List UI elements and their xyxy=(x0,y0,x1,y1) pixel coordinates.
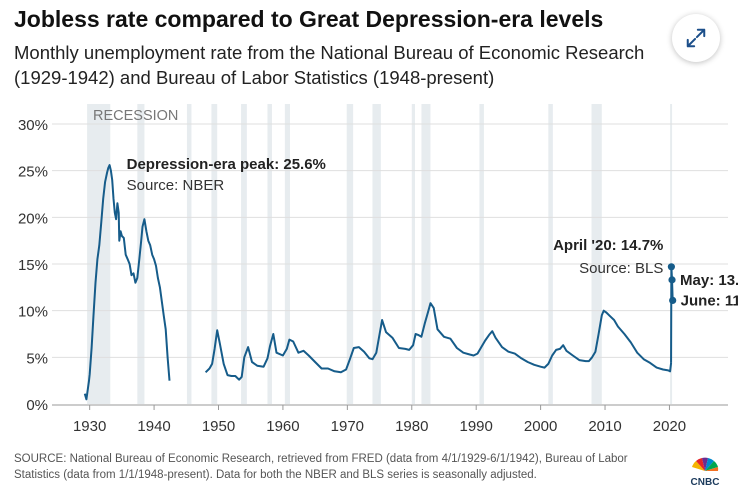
x-tick-label: 2010 xyxy=(588,418,621,435)
recession-band-7 xyxy=(346,104,354,404)
annotation-april: April '20: 14.7% xyxy=(553,237,663,254)
series-line-bls xyxy=(204,302,673,381)
x-tick-label: 1950 xyxy=(202,418,235,435)
recession-band-5 xyxy=(267,104,272,404)
annotation-depression-peak: Depression-era peak: 25.6% xyxy=(127,156,326,173)
highlight-point-2 xyxy=(669,296,677,304)
y-tick-label: 30% xyxy=(18,117,48,134)
highlight-point-1 xyxy=(668,276,676,284)
series-line-2020-spike xyxy=(670,266,674,363)
recession-label: RECESSION xyxy=(93,108,178,124)
y-tick-label: 25% xyxy=(18,164,48,181)
grid-lines xyxy=(52,123,728,406)
x-tick-label: 1930 xyxy=(73,418,106,435)
y-tick-label: 20% xyxy=(18,210,48,227)
source-note: SOURCE: National Bureau of Economic Rese… xyxy=(14,453,628,481)
unemployment-chart: 0% 5% 10% 15% 20% 25% 30% 1930 1940 1950 1960 1970… xyxy=(18,104,738,435)
x-tick-label: 1990 xyxy=(460,418,493,435)
annotations: April '20: 14.7% Source: BLS May: 13.3% Jun… xyxy=(127,156,738,309)
expand-button[interactable] xyxy=(672,14,720,62)
recession-band-1 xyxy=(137,104,145,404)
y-axis: 0% 5% 10% 15% 20% 25% 30% xyxy=(18,117,48,414)
x-tick-label: 1980 xyxy=(395,418,428,435)
expand-arrows-icon xyxy=(686,28,706,48)
x-tick-label: 1970 xyxy=(331,418,364,435)
y-tick-label: 5% xyxy=(26,350,48,367)
annotation-may: May: 13.3% xyxy=(680,272,738,289)
x-axis: 1930 1940 1950 1960 1970 1980 1990 2000 2010 2020 xyxy=(73,405,686,435)
recession-band-9 xyxy=(411,104,415,404)
series-line-nber xyxy=(83,164,171,401)
y-tick-label: 15% xyxy=(18,257,48,274)
recession-band-12 xyxy=(548,104,553,404)
recession-band-8 xyxy=(372,104,381,404)
x-tick-label: 2020 xyxy=(653,418,686,435)
annotation-depression-source: Source: NBER xyxy=(127,177,225,194)
recession-band-10 xyxy=(421,104,431,404)
series-lines xyxy=(83,164,673,401)
recession-band-6 xyxy=(284,104,291,404)
recession-band-13 xyxy=(591,104,602,404)
x-tick-label: 2000 xyxy=(524,418,557,435)
y-tick-label: 0% xyxy=(26,397,48,414)
highlight-point-0 xyxy=(667,263,675,271)
highlight-points xyxy=(667,263,677,363)
recession-bands xyxy=(87,104,673,404)
y-tick-label: 10% xyxy=(18,304,48,321)
recession-band-11 xyxy=(479,104,484,404)
cnbc-logo: CNBC xyxy=(691,457,720,488)
logo-text: CNBC xyxy=(691,477,720,488)
annotation-june: June: 11.1% xyxy=(681,292,738,309)
page-title: Jobless rate compared to Great Depressio… xyxy=(14,6,604,32)
recession-band-3 xyxy=(211,104,218,404)
recession-band-2 xyxy=(186,104,192,404)
recession-band-14 xyxy=(670,104,673,404)
x-tick-label: 1960 xyxy=(266,418,299,435)
page-subtitle: Monthly unemployment rate from the Natio… xyxy=(14,42,645,88)
annotation-april-source: Source: BLS xyxy=(579,260,663,277)
x-tick-label: 1940 xyxy=(137,418,170,435)
recession-band-4 xyxy=(241,104,247,404)
